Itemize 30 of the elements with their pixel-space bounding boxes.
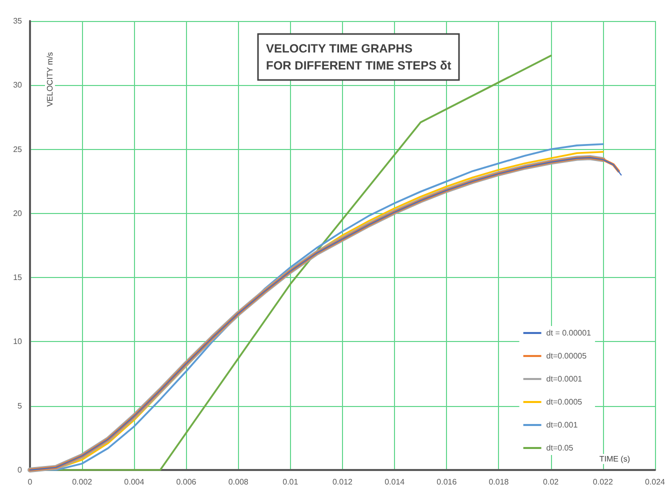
x-tick-label: 0.022: [592, 478, 614, 486]
x-tick-label: 0.018: [488, 478, 510, 486]
legend-label: dt=0.05: [546, 444, 574, 452]
x-tick-label: 0.012: [332, 478, 354, 486]
y-tick-label: 5: [18, 401, 23, 410]
legend-label: dt=0.00005: [546, 352, 588, 360]
x-axis-title: TIME (s): [599, 454, 630, 464]
y-axis-title: VELOCITY m/s: [46, 52, 54, 107]
x-tick-label: 0.006: [176, 478, 197, 486]
y-tick-label: 20: [13, 208, 23, 218]
x-tick-label: 0.004: [124, 478, 145, 486]
x-tick-label: 0.002: [72, 478, 93, 486]
x-tick-label: 0.024: [644, 478, 666, 486]
text: VELOCITY TIME GRAPHS FOR DIFFERENT TIME STEPS δt: [266, 42, 452, 72]
y-tick-label: 35: [13, 16, 23, 26]
y-tick-label: 0: [18, 466, 23, 474]
x-tick-label: 0.008: [228, 478, 249, 486]
legend-label: dt=0.0005: [546, 398, 583, 406]
legend-label: dt=0.001: [546, 420, 578, 430]
y-tick-label: 15: [13, 273, 23, 282]
x-tick-label: 0.02: [543, 478, 560, 486]
x-tick-label: 0.01: [282, 478, 299, 486]
x-tick-label: 0.014: [384, 478, 406, 486]
legend-label: dt = 0.00001: [546, 328, 592, 338]
x-tick-label: 0.016: [436, 478, 458, 486]
legend-label: dt=0.0001: [546, 374, 583, 384]
x-tick-label: 0: [28, 478, 33, 486]
y-tick-label: 30: [13, 80, 23, 90]
y-tick-label: 10: [13, 337, 23, 346]
y-tick-label: 25: [13, 144, 23, 154]
